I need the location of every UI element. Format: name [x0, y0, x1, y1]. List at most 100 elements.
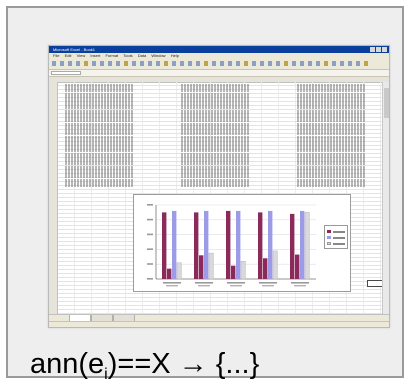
- legend-label-1: [333, 231, 345, 233]
- toolbar-button-icon[interactable]: [244, 61, 248, 66]
- menu-item-insert[interactable]: Insert: [90, 53, 101, 58]
- menu-item-edit[interactable]: Edit: [64, 53, 72, 58]
- toolbar-button-icon[interactable]: [332, 61, 336, 66]
- toolbar-button-icon[interactable]: [156, 61, 160, 66]
- toolbar-button-icon[interactable]: [100, 61, 104, 66]
- chart-bar: [162, 212, 167, 279]
- menu-item-help[interactable]: Help: [170, 53, 179, 58]
- data-row: [181, 92, 249, 97]
- chart-bar: [204, 210, 209, 279]
- excel-menubar: File Edit View Insert Format Tools Data …: [49, 53, 389, 59]
- chart-bar: [231, 265, 236, 279]
- data-row: [181, 135, 249, 140]
- toolbar-button-icon[interactable]: [188, 61, 192, 66]
- close-icon[interactable]: [382, 47, 387, 52]
- data-row: [297, 105, 365, 110]
- toolbar-button-icon[interactable]: [172, 61, 176, 66]
- slide-card: Microsoft Excel - Book1 File Edit View I…: [6, 6, 404, 383]
- toolbar-button-icon[interactable]: [220, 61, 224, 66]
- toolbar-button-icon[interactable]: [300, 61, 304, 66]
- toolbar-button-icon[interactable]: [356, 61, 360, 66]
- embedded-bar-chart[interactable]: [133, 194, 351, 292]
- chart-bar: [172, 210, 177, 279]
- data-row: [65, 131, 133, 136]
- data-row: [65, 105, 133, 110]
- data-row: [65, 157, 133, 162]
- toolbar-button-icon[interactable]: [228, 61, 232, 66]
- window-title: Microsoft Excel - Book1: [53, 47, 96, 52]
- name-box[interactable]: [51, 71, 81, 75]
- scrollbar-thumb[interactable]: [384, 88, 389, 118]
- toolbar-button-icon[interactable]: [76, 61, 80, 66]
- toolbar-button-icon[interactable]: [316, 61, 320, 66]
- toolbar-button-icon[interactable]: [340, 61, 344, 66]
- toolbar-button-icon[interactable]: [68, 61, 72, 66]
- data-row: [181, 161, 249, 166]
- minimize-icon[interactable]: [370, 47, 375, 52]
- toolbar-button-icon[interactable]: [84, 61, 88, 66]
- data-row: [181, 182, 249, 187]
- data-row: [181, 101, 249, 106]
- toolbar-button-icon[interactable]: [212, 61, 216, 66]
- data-row: [297, 84, 365, 88]
- toolbar-button-icon[interactable]: [324, 61, 328, 66]
- toolbar-button-icon[interactable]: [268, 61, 272, 66]
- data-row: [297, 165, 365, 170]
- toolbar-button-icon[interactable]: [260, 61, 264, 66]
- toolbar-button-icon[interactable]: [148, 61, 152, 66]
- data-row: [297, 169, 365, 174]
- toolbar-button-icon[interactable]: [364, 61, 368, 66]
- chart-plot: [147, 204, 316, 287]
- x-tick-label: [198, 285, 210, 287]
- menu-item-data[interactable]: Data: [137, 53, 147, 58]
- toolbar-button-icon[interactable]: [108, 61, 112, 66]
- toolbar-button-icon[interactable]: [164, 61, 168, 66]
- data-row: [297, 157, 365, 162]
- menu-item-format[interactable]: Format: [105, 53, 119, 58]
- data-row: [181, 144, 249, 149]
- maximize-icon[interactable]: [376, 47, 381, 52]
- toolbar-button-icon[interactable]: [92, 61, 96, 66]
- formula-bar[interactable]: [49, 70, 389, 77]
- chart-bar: [272, 250, 278, 280]
- chart-bar: [240, 261, 246, 280]
- menu-item-tools[interactable]: Tools: [123, 53, 133, 58]
- toolbar-button-icon[interactable]: [124, 61, 128, 66]
- data-row: [297, 118, 365, 123]
- menu-item-view[interactable]: View: [76, 53, 86, 58]
- toolbar-button-icon[interactable]: [116, 61, 120, 66]
- excel-screenshot: Microsoft Excel - Book1 File Edit View I…: [48, 45, 390, 328]
- toolbar-button-icon[interactable]: [140, 61, 144, 66]
- toolbar-button-icon[interactable]: [180, 61, 184, 66]
- toolbar-button-icon[interactable]: [236, 61, 240, 66]
- y-tick-label: [147, 248, 153, 250]
- toolbar-button-icon[interactable]: [60, 61, 64, 66]
- toolbar-button-icon[interactable]: [196, 61, 200, 66]
- data-row: [65, 135, 133, 140]
- data-row: [181, 122, 249, 127]
- formula-subscript: i: [104, 366, 108, 383]
- toolbar-button-icon[interactable]: [132, 61, 136, 66]
- data-row: [181, 131, 249, 136]
- toolbar-button-icon[interactable]: [252, 61, 256, 66]
- toolbar-button-icon[interactable]: [276, 61, 280, 66]
- data-row: [65, 114, 133, 119]
- chart-legend: [324, 225, 348, 249]
- floating-box: [367, 280, 383, 287]
- y-tick-label: [147, 263, 153, 265]
- toolbar-button-icon[interactable]: [204, 61, 208, 66]
- data-row: [181, 126, 249, 131]
- toolbar-button-icon[interactable]: [348, 61, 352, 66]
- toolbar-button-icon[interactable]: [292, 61, 296, 66]
- menu-item-file[interactable]: File: [53, 53, 60, 58]
- menu-item-window[interactable]: Window: [151, 53, 166, 58]
- data-block-1: [65, 84, 133, 187]
- toolbar-button-icon[interactable]: [284, 61, 288, 66]
- toolbar-button-icon[interactable]: [308, 61, 312, 66]
- data-row: [65, 165, 133, 170]
- toolbar-button-icon[interactable]: [52, 61, 56, 66]
- x-tick-label: [259, 282, 277, 284]
- x-tick-label: [294, 285, 306, 287]
- vertical-scrollbar[interactable]: [382, 82, 389, 314]
- legend-swatch-2: [327, 236, 331, 239]
